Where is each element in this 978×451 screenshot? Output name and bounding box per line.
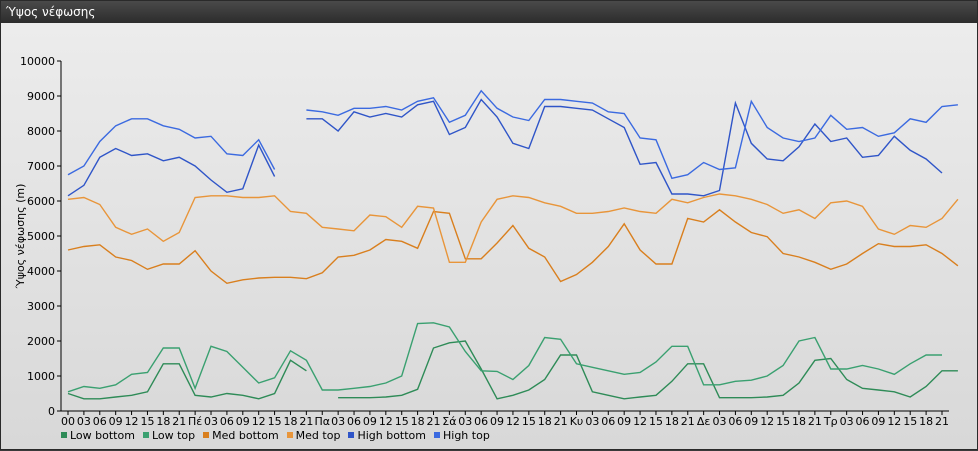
window-title: Ύψος νέφωσης — [1, 1, 977, 23]
legend-label: Low top — [151, 428, 196, 442]
x-tick-label: 15 — [776, 415, 790, 428]
x-tick-label: 09 — [871, 415, 885, 428]
y-tick-label: 9000 — [27, 90, 55, 103]
legend-item: Med top — [286, 428, 341, 442]
x-tick-label: Σά — [442, 415, 456, 428]
series-line-med-top — [67, 193, 959, 263]
legend-item: High top — [434, 429, 490, 442]
x-tick-label: 15 — [522, 415, 536, 428]
legend-item: Med bottom — [203, 429, 279, 442]
x-tick-label: 12 — [379, 415, 393, 428]
x-tick-label: 15 — [140, 415, 154, 428]
legend-item: High bottom — [348, 429, 426, 442]
x-tick-label: 15 — [268, 415, 282, 428]
y-tick-label: 8000 — [27, 125, 55, 138]
y-tick-label: 2000 — [27, 335, 55, 348]
series-line-low-top — [67, 322, 942, 393]
y-tick-label: 5000 — [27, 230, 55, 243]
y-tick-label: 6000 — [27, 195, 55, 208]
legend-label: Med bottom — [212, 428, 279, 442]
x-tick-label: 06 — [220, 415, 234, 428]
y-tick-label: 1000 — [27, 370, 55, 383]
x-tick-label: 18 — [792, 415, 806, 428]
x-tick-label: 06 — [474, 415, 488, 428]
x-tick-label: 09 — [109, 415, 123, 428]
x-tick-label: 03 — [77, 415, 91, 428]
legend-swatch — [142, 432, 149, 438]
x-tick-label: 21 — [681, 415, 695, 428]
x-tick-label: 15 — [903, 415, 917, 428]
x-tick-label: 12 — [252, 415, 266, 428]
x-tick-label: 09 — [744, 415, 758, 428]
x-tick-label: 15 — [395, 415, 409, 428]
plot-area — [1, 23, 977, 449]
x-tick-label: 06 — [856, 415, 870, 428]
legend-swatch — [286, 432, 293, 438]
y-tick-label: 0 — [48, 405, 55, 418]
x-tick-label: 18 — [411, 415, 425, 428]
x-tick-label: 03 — [204, 415, 218, 428]
x-tick-label: 12 — [125, 415, 139, 428]
series-line-high-bottom — [67, 98, 943, 197]
x-tick-label: Πέ — [188, 415, 202, 428]
x-tick-label: 21 — [554, 415, 568, 428]
x-tick-label: 09 — [617, 415, 631, 428]
x-tick-label: Πα — [314, 415, 330, 428]
x-tick-label: 18 — [283, 415, 297, 428]
series-line-low-bottom — [67, 340, 958, 400]
series-line-high-top — [67, 89, 958, 180]
y-tick-label: 3000 — [27, 300, 55, 313]
x-tick-label: Δε — [697, 415, 711, 428]
legend-label: High bottom — [357, 428, 426, 442]
y-tick-label: 10000 — [20, 55, 55, 68]
x-tick-label: 03 — [585, 415, 599, 428]
y-tick-label: 7000 — [27, 160, 55, 173]
x-tick-label: 12 — [887, 415, 901, 428]
legend-swatch — [348, 432, 355, 438]
x-tick-label: 09 — [363, 415, 377, 428]
x-tick-label: 18 — [538, 415, 552, 428]
x-tick-label: 21 — [935, 415, 949, 428]
x-tick-label: 18 — [665, 415, 679, 428]
x-tick-label: Κυ — [570, 415, 584, 428]
legend-swatch — [434, 432, 440, 438]
x-tick-label: 06 — [347, 415, 361, 428]
x-tick-label: 06 — [728, 415, 742, 428]
x-tick-label: 21 — [426, 415, 440, 428]
x-tick-label: 03 — [331, 415, 345, 428]
legend-item: Low bottom — [61, 429, 135, 442]
x-tick-label: 15 — [649, 415, 663, 428]
x-tick-label: 21 — [299, 415, 313, 428]
x-tick-label: 12 — [506, 415, 520, 428]
y-tick-label: 4000 — [27, 265, 55, 278]
x-tick-label: Τρ — [823, 415, 838, 428]
y-axis-label: Ύψος νέφωσης (m) — [14, 184, 27, 290]
legend-label: Low bottom — [70, 428, 135, 442]
legend-swatch — [203, 432, 210, 438]
x-tick-label: 06 — [93, 415, 107, 428]
x-tick-label: 09 — [490, 415, 504, 428]
chart-legend: Low bottom Low top Med bottom Med top High b… — [61, 428, 498, 442]
x-tick-label: 03 — [840, 415, 854, 428]
x-tick-label: 03 — [713, 415, 727, 428]
series-line-med-bottom — [67, 208, 959, 285]
x-tick-label: 18 — [919, 415, 933, 428]
legend-swatch — [61, 432, 67, 438]
legend-label: High top — [443, 428, 490, 442]
x-tick-label: 21 — [808, 415, 822, 428]
legend-label: Med top — [295, 428, 341, 442]
x-tick-label: 18 — [156, 415, 170, 428]
x-tick-label: 06 — [601, 415, 615, 428]
x-tick-label: 21 — [172, 415, 186, 428]
x-tick-label: 09 — [236, 415, 250, 428]
legend-item: Low top — [142, 428, 196, 442]
x-tick-label: 03 — [458, 415, 472, 428]
x-tick-label: 12 — [760, 415, 774, 428]
x-tick-label: 00 — [61, 415, 75, 428]
x-tick-label: 12 — [633, 415, 647, 428]
